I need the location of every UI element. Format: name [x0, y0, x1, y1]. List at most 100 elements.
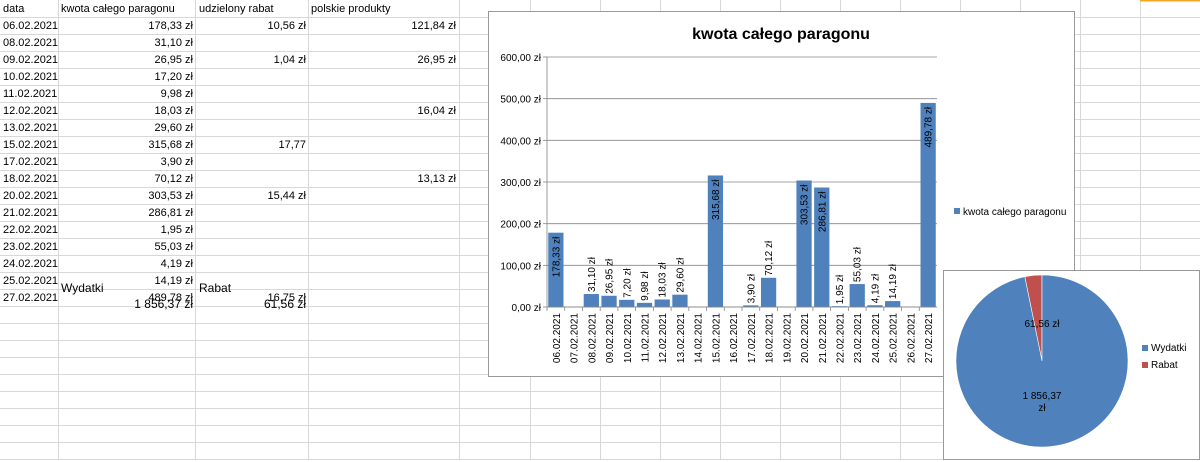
cell-amount[interactable]: 178,33 zł [148, 20, 193, 32]
cell-discount[interactable] [196, 239, 306, 255]
cell-amount[interactable]: 29,60 zł [154, 122, 193, 134]
bar[interactable] [601, 295, 617, 307]
cell-discount[interactable] [196, 86, 306, 102]
cell-amount[interactable]: 31,10 zł [154, 37, 193, 49]
x-tick-label: 13.02.2021 [676, 313, 687, 363]
bar[interactable] [743, 305, 759, 307]
cell-amount[interactable]: 489,78 zł [148, 292, 193, 304]
pie-slice-wydatki[interactable] [955, 274, 1129, 448]
bar-chart[interactable]: kwota całego paragonu 0,00 zł 100,00 zł 200… [489, 12, 1074, 376]
cell-polish[interactable] [309, 137, 456, 153]
cell-discount[interactable] [196, 69, 306, 85]
cell-date[interactable]: 17.02.2021 [3, 156, 59, 168]
cell-polish[interactable] [309, 35, 456, 51]
cell-discount[interactable]: 10,56 zł [267, 20, 306, 32]
cell-date[interactable]: 18.02.2021 [3, 173, 59, 185]
cell-date[interactable]: 13.02.2021 [3, 122, 59, 134]
cell-polish[interactable] [309, 222, 456, 238]
cell-polish[interactable] [309, 188, 456, 204]
cell-amount[interactable]: 14,19 zł [154, 275, 193, 287]
cell-date[interactable]: 06.02.2021 [3, 20, 59, 32]
cell-discount[interactable]: 16,75 zł [267, 292, 306, 304]
summary-wydatki-value[interactable]: 1 856,37 zł [134, 297, 193, 311]
bar[interactable] [760, 277, 777, 307]
cell-date[interactable]: 22.02.2021 [3, 224, 59, 236]
cell-discount[interactable] [196, 154, 306, 170]
x-tick-label: 16.02.2021 [729, 313, 740, 363]
cell-polish[interactable] [309, 239, 456, 255]
bar[interactable] [672, 294, 688, 307]
bar[interactable] [885, 301, 901, 307]
cell-date[interactable]: 24.02.2021 [3, 258, 59, 270]
cell-polish[interactable] [309, 120, 456, 136]
cell-discount[interactable] [196, 35, 306, 51]
header-polskie[interactable]: polskie produkty [311, 3, 391, 15]
cell-polish[interactable]: 26,95 zł [417, 54, 456, 66]
bar[interactable] [654, 299, 670, 307]
cell-date[interactable]: 27.02.2021 [3, 292, 59, 304]
cell-discount[interactable] [196, 256, 306, 272]
bar[interactable] [583, 294, 599, 307]
summary-rabat-value[interactable]: 61,56 zł [263, 297, 306, 311]
header-data[interactable]: data [3, 3, 25, 15]
cell-amount[interactable]: 26,95 zł [154, 54, 193, 66]
cell-amount[interactable]: 17,20 zł [154, 71, 193, 83]
bar[interactable] [867, 305, 883, 307]
y-tick-label: 400,00 zł [500, 136, 541, 147]
bar[interactable] [849, 284, 865, 307]
cell-discount[interactable]: 17,77 [278, 139, 306, 151]
summary-rabat-label[interactable]: Rabat [199, 281, 232, 295]
cell-amount[interactable]: 4,19 zł [160, 258, 193, 270]
cell-date[interactable]: 12.02.2021 [3, 105, 59, 117]
cell-date[interactable]: 21.02.2021 [3, 207, 59, 219]
pie-chart[interactable]: 61,56 zł 1 856,37 zł Wydatki Rabat [944, 271, 1199, 459]
bar[interactable] [636, 302, 653, 307]
cell-discount[interactable] [196, 205, 306, 221]
cell-discount[interactable]: 15,44 zł [267, 190, 306, 202]
cell-date[interactable]: 25.02.2021 [3, 275, 59, 287]
bar[interactable] [814, 187, 830, 307]
cell-discount[interactable] [196, 120, 306, 136]
cell-amount[interactable]: 18,03 zł [154, 105, 193, 117]
header-kwota[interactable]: kwota całego paragonu [61, 3, 175, 15]
cell-polish[interactable] [309, 256, 456, 272]
summary-wydatki-label[interactable]: Wydatki [61, 281, 104, 295]
cell-polish[interactable]: 13,13 zł [417, 173, 456, 185]
cell-amount[interactable]: 286,81 zł [148, 207, 193, 219]
cell-amount[interactable]: 315,68 zł [148, 139, 193, 151]
cell-date[interactable]: 11.02.2021 [3, 88, 58, 100]
cell-polish[interactable] [309, 69, 456, 85]
cell-amount[interactable]: 3,90 zł [160, 156, 193, 168]
bar[interactable] [548, 232, 564, 307]
bar[interactable] [920, 102, 936, 307]
header-rabat[interactable]: udzielony rabat [199, 3, 274, 15]
cell-polish[interactable] [309, 290, 456, 306]
cell-date[interactable]: 08.02.2021 [3, 37, 59, 49]
cell-date[interactable]: 10.02.2021 [3, 71, 59, 83]
cell-date[interactable]: 23.02.2021 [3, 241, 59, 253]
cell-polish[interactable]: 16,04 zł [417, 105, 456, 117]
cell-discount[interactable] [196, 103, 306, 119]
bar[interactable] [796, 180, 812, 307]
cell-discount[interactable]: 1,04 zł [273, 54, 306, 66]
cell-amount[interactable]: 55,03 zł [154, 241, 193, 253]
bar[interactable] [707, 175, 724, 307]
cell-date[interactable]: 15.02.2021 [3, 139, 59, 151]
cell-date[interactable]: 09.02.2021 [3, 54, 59, 66]
cell-polish[interactable]: 121,84 zł [411, 20, 456, 32]
cell-polish[interactable] [309, 154, 456, 170]
cell-amount[interactable]: 303,53 zł [148, 190, 193, 202]
cell-amount[interactable]: 1,95 zł [160, 224, 193, 236]
bar[interactable] [619, 299, 635, 307]
cell-polish[interactable] [309, 86, 456, 102]
cell-polish[interactable] [309, 205, 456, 221]
bar[interactable] [831, 306, 848, 307]
cell-amount[interactable]: 9,98 zł [160, 88, 193, 100]
cell-polish[interactable] [309, 273, 456, 289]
cell-date[interactable]: 20.02.2021 [3, 190, 59, 202]
cell-discount[interactable] [196, 171, 306, 187]
cell-amount[interactable]: 70,12 zł [154, 173, 193, 185]
pie-chart-frame[interactable]: 61,56 zł 1 856,37 zł Wydatki Rabat [943, 270, 1200, 460]
cell-discount[interactable] [196, 222, 306, 238]
